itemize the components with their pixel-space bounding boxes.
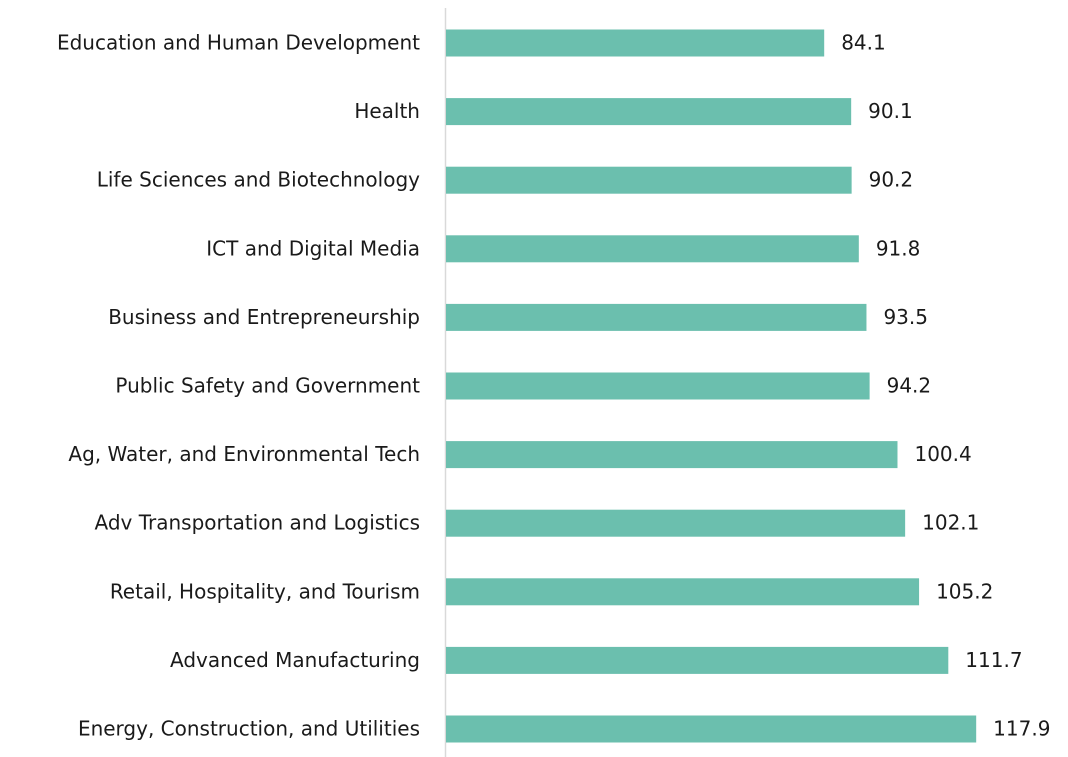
bar	[446, 166, 852, 194]
value-label: 117.9	[993, 717, 1050, 741]
value-label: 94.2	[887, 374, 932, 398]
bar	[446, 303, 867, 331]
value-label: 111.7	[965, 648, 1022, 672]
bar	[446, 441, 898, 469]
bar	[446, 235, 859, 263]
y-tick-label: Health	[354, 99, 420, 123]
value-label: 91.8	[876, 236, 921, 260]
y-tick-label: Ag, Water, and Environmental Tech	[68, 442, 420, 466]
y-tick-label: Advanced Manufacturing	[170, 648, 420, 672]
bar	[446, 578, 920, 606]
y-tick-label: Adv Transportation and Logistics	[95, 511, 421, 535]
y-tick-label: Business and Entrepreneurship	[108, 305, 420, 329]
y-tick-label: Retail, Hospitality, and Tourism	[110, 579, 420, 603]
value-label: 105.2	[936, 579, 993, 603]
bar	[446, 372, 870, 400]
bar	[446, 509, 906, 537]
bar	[446, 715, 977, 743]
y-tick-label: Life Sciences and Biotechnology	[97, 168, 420, 192]
value-label: 102.1	[922, 511, 979, 535]
value-label: 84.1	[841, 31, 886, 55]
value-label: 90.2	[869, 168, 914, 192]
y-tick-label: Education and Human Development	[57, 31, 420, 55]
y-tick-label: Energy, Construction, and Utilities	[78, 717, 420, 741]
bar	[446, 98, 852, 126]
value-label: 100.4	[914, 442, 971, 466]
y-tick-label: Public Safety and Government	[115, 374, 420, 398]
bar	[446, 646, 949, 674]
value-label: 90.1	[868, 99, 913, 123]
value-label: 93.5	[883, 305, 928, 329]
bar	[446, 29, 825, 57]
y-tick-label: ICT and Digital Media	[206, 236, 420, 260]
